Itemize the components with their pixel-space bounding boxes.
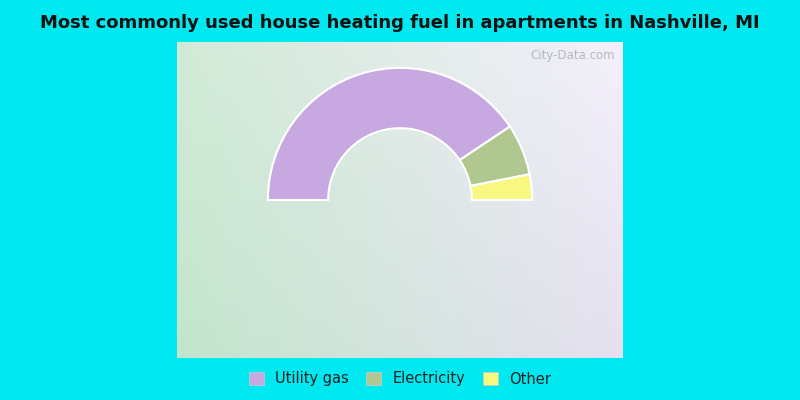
Text: City-Data.com: City-Data.com — [531, 49, 615, 62]
Text: Most commonly used house heating fuel in apartments in Nashville, MI: Most commonly used house heating fuel in… — [40, 14, 760, 32]
Wedge shape — [268, 68, 510, 200]
Wedge shape — [460, 126, 530, 186]
Wedge shape — [470, 174, 532, 200]
Legend: Utility gas, Electricity, Other: Utility gas, Electricity, Other — [249, 372, 551, 386]
